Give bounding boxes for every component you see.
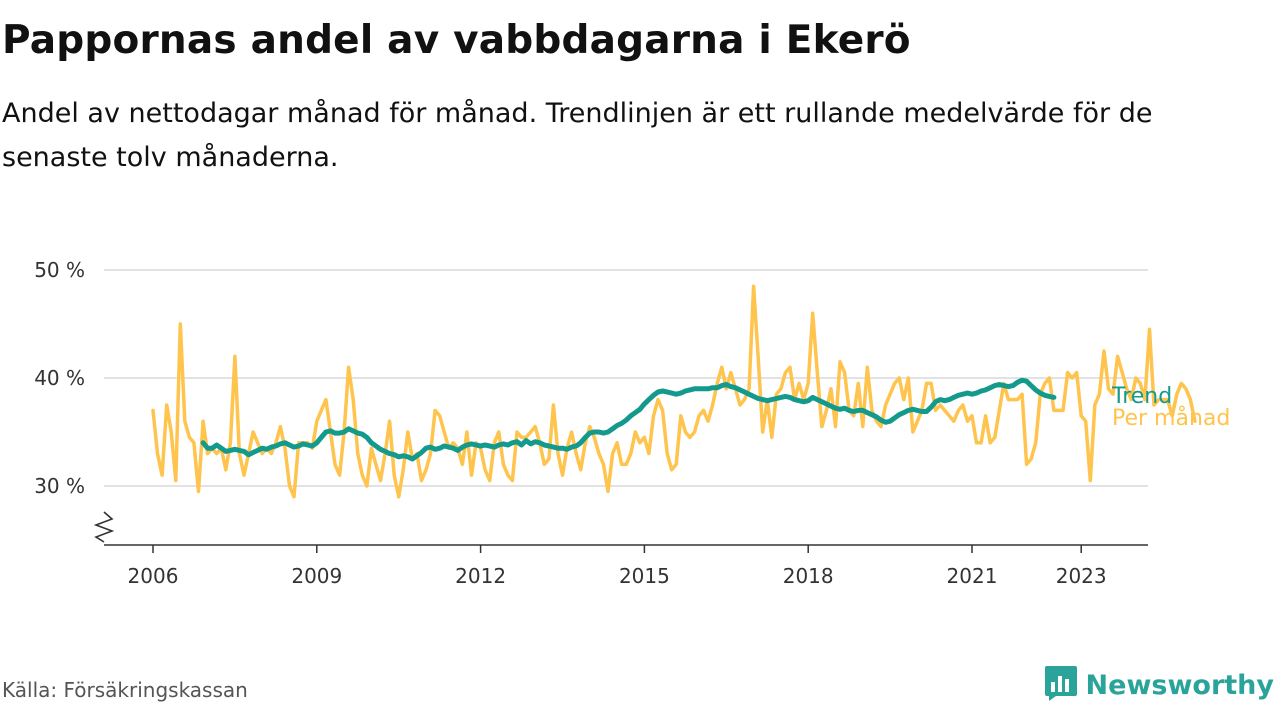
- chart-title: Pappornas andel av vabbdagarna i Ekerö: [2, 18, 911, 63]
- brand-logo[interactable]: Newsworthy: [1044, 664, 1274, 706]
- x-tick-label: 2006: [128, 564, 179, 588]
- x-axis: 2006 2009 2012 2015 2018 2021 2023: [93, 511, 1148, 588]
- source-note: Källa: Försäkringskassan: [2, 678, 248, 702]
- x-tick-label: 2018: [783, 564, 834, 588]
- axis-break-mark: [93, 511, 115, 543]
- x-tick-label: 2012: [455, 564, 506, 588]
- grid-lines: [104, 269, 1148, 487]
- line-chart: 2006 2009 2012 2015 2018 2021 2023 30 % 40 % 50 …: [34, 258, 1230, 588]
- x-tick-label: 2009: [291, 564, 342, 588]
- trend-series-label: Trend: [1111, 384, 1172, 409]
- y-tick-label: 30 %: [34, 474, 85, 498]
- monthly-series-label: Per månad: [1112, 405, 1230, 431]
- brand-name: Newsworthy: [1085, 669, 1274, 701]
- y-tick-label: 50 %: [34, 258, 85, 282]
- trend-series-line: [200, 377, 1057, 462]
- y-tick-label: 40 %: [34, 366, 85, 390]
- x-tick-label: 2015: [619, 564, 670, 588]
- newsworthy-logo-icon: [1044, 664, 1078, 706]
- y-axis-labels: 30 % 40 % 50 %: [34, 258, 85, 498]
- x-tick-label: 2021: [947, 564, 998, 588]
- monthly-series-line: [151, 284, 1197, 499]
- x-tick-label: 2023: [1056, 564, 1107, 588]
- chart-subtitle: Andel av nettodagar månad för månad. Tre…: [2, 98, 1153, 173]
- series-lines: [151, 284, 1197, 499]
